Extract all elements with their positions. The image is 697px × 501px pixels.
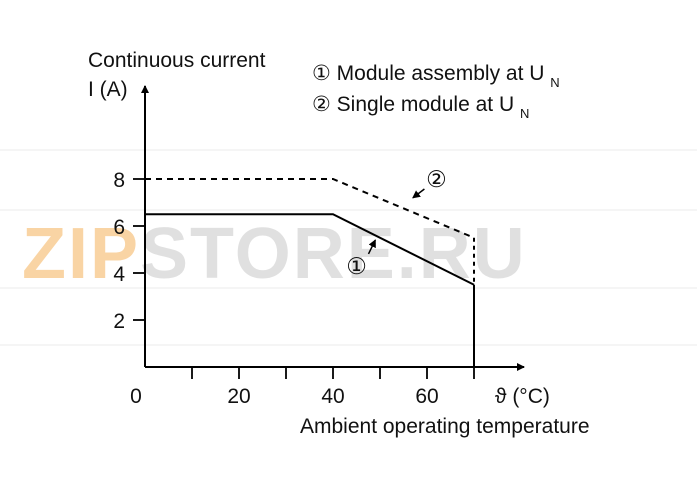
y-axis-label-line2: I (A) <box>88 78 128 101</box>
series-1-line <box>145 213 475 286</box>
x-tick-label-0: 0 <box>130 385 142 408</box>
series-2-line <box>145 178 475 239</box>
x-tick-label-20: 20 <box>227 385 250 408</box>
y-tick-labels: 2 4 6 8 <box>113 169 125 333</box>
x-axis-label: Ambient operating temperature <box>300 415 590 438</box>
x-ticks <box>191 367 475 379</box>
legend-text-1: Module assembly at U <box>337 62 545 85</box>
legend-marker-1: ① <box>312 62 331 85</box>
y-tick-label-2: 2 <box>113 310 125 333</box>
axes: 0 20 40 60 2 4 6 8 <box>113 85 525 408</box>
legend-marker-2: ② <box>312 93 331 116</box>
y-axis-label-line1: Continuous current <box>88 49 266 72</box>
y-tick-label-4: 4 <box>113 263 125 286</box>
x-tick-label-40: 40 <box>321 385 344 408</box>
watermark-rest-text: STORE.RU <box>140 214 527 294</box>
legend-subscript-2: N <box>520 106 529 121</box>
annotation-arrow-2 <box>412 188 425 199</box>
annotation-layer: ①② <box>346 166 447 279</box>
legend: ① Module assembly at U N ② Single module… <box>312 62 560 121</box>
annotation-marker-2: ② <box>426 166 447 192</box>
annotation-marker-1: ① <box>346 253 367 279</box>
legend-item-1: ① Module assembly at U N <box>312 62 560 90</box>
svg-text:ZIPSTORE.RU: ZIPSTORE.RU <box>22 214 527 294</box>
annotation-arrow-1 <box>367 239 376 255</box>
y-tick-label-6: 6 <box>113 216 125 239</box>
x-axis-unit: ϑ (°C) <box>495 385 550 408</box>
watermark-main-text: ZIP <box>22 214 140 294</box>
series-layer <box>145 178 475 367</box>
x-tick-label-60: 60 <box>415 385 438 408</box>
legend-subscript-1: N <box>550 75 559 90</box>
legend-item-2: ② Single module at U N <box>312 93 529 121</box>
y-tick-label-8: 8 <box>113 169 125 192</box>
legend-text-2: Single module at U <box>337 93 514 116</box>
x-tick-labels: 0 20 40 60 <box>130 385 439 408</box>
watermark: ZIPSTORE.RU <box>0 149 697 346</box>
y-ticks <box>133 178 145 321</box>
